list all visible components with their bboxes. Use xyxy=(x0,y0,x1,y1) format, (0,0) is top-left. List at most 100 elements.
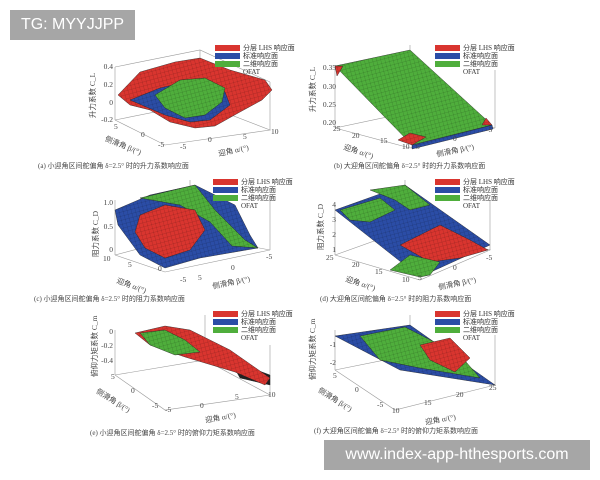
legend-entry: 二维响应面 xyxy=(213,326,293,334)
legend-entry: OFAT xyxy=(213,334,293,342)
legend-label: 二维响应面 xyxy=(241,326,276,334)
z-tick-label: 0 xyxy=(109,98,113,107)
beta-tick-label: -5 xyxy=(486,125,493,134)
legend-label: 分层 LHS 响应面 xyxy=(463,178,515,186)
alpha-tick-label: 10 xyxy=(402,275,410,284)
legend-label: 二维响应面 xyxy=(463,60,498,68)
alpha-tick-label: 10 xyxy=(402,142,410,151)
z-tick-label: 0.5 xyxy=(103,222,113,231)
z-tick-label: 1 xyxy=(332,245,336,254)
z-tick-label: 0.30 xyxy=(322,82,336,91)
alpha-tick-label: 15 xyxy=(375,267,383,276)
z-tick-label: 0.25 xyxy=(322,100,336,109)
alpha-tick-label: 0 xyxy=(158,264,162,273)
legend-label: 标准响应面 xyxy=(463,186,498,194)
legend-label: 二维响应面 xyxy=(241,194,276,202)
beta-tick-label: 0 xyxy=(231,263,235,272)
legend-swatch xyxy=(215,69,240,75)
alpha-tick-label: 25 xyxy=(326,253,334,262)
legend-label: 标准响应面 xyxy=(241,186,276,194)
surface-two-dim-region xyxy=(340,198,395,222)
legend-swatch xyxy=(435,195,460,201)
legend-label: 分层 LHS 响应面 xyxy=(241,178,293,186)
beta-tick-label: 5 xyxy=(111,372,115,381)
legend-swatch xyxy=(435,61,460,67)
z-axis-label: 阻力系数 C_D xyxy=(316,203,325,250)
legend: 分层 LHS 响应面 标准响应面 二维响应面 OFAT xyxy=(215,44,295,76)
beta-tick-label: -5 xyxy=(266,252,273,261)
legend-label: 分层 LHS 响应面 xyxy=(243,44,295,52)
legend: 分层 LHS 响应面 标准响应面 二维响应面 OFAT xyxy=(213,178,293,210)
alpha-tick-label: 10 xyxy=(392,406,400,415)
legend-label: 标准响应面 xyxy=(241,318,276,326)
z-tick-label: 0.4 xyxy=(103,62,113,71)
legend-swatch xyxy=(213,327,238,333)
surface-two-dim-region xyxy=(335,50,492,145)
legend-entry: 分层 LHS 响应面 xyxy=(435,178,515,186)
alpha-tick-label: 15 xyxy=(424,398,432,407)
legend-entry: 二维响应面 xyxy=(215,60,295,68)
watermark-top: TG: MYYJJPP xyxy=(10,10,135,40)
beta-tick-label: -5 xyxy=(152,401,159,410)
z-tick-label: -2 xyxy=(329,358,336,367)
surface-two-dim-region xyxy=(390,255,440,277)
legend-entry: 分层 LHS 响应面 xyxy=(213,178,293,186)
alpha-tick-label: -5 xyxy=(165,405,172,414)
watermark-bottom-text: www.index-app-hthesports.com xyxy=(345,446,569,463)
legend-swatch xyxy=(213,335,238,341)
beta-tick-label: 0 xyxy=(131,386,135,395)
z-axis-label: 升力系数 C_L xyxy=(308,66,317,112)
alpha-tick-label: 0 xyxy=(200,401,204,410)
legend-label: OFAT xyxy=(463,68,480,76)
legend-entry: 标准响应面 xyxy=(213,186,293,194)
legend-swatch xyxy=(215,53,240,59)
z-tick-label: 0.2 xyxy=(103,80,113,89)
panel-caption: (c) 小迎角区间舵偏角 δ=2.5° 时的阻力系数响应面 xyxy=(34,295,185,303)
legend-entry: 二维响应面 xyxy=(435,326,515,334)
legend: 分层 LHS 响应面 标准响应面 二维响应面 OFAT xyxy=(213,310,293,342)
legend-entry: OFAT xyxy=(213,202,293,210)
surface-two-dim-region xyxy=(155,78,225,118)
beta-tick-label: 0 xyxy=(453,134,457,143)
legend-swatch xyxy=(213,311,238,317)
legend-entry: 二维响应面 xyxy=(435,194,515,202)
panel-caption: (e) 小迎角区间舵偏角 δ=2.5° 时的俯仰力矩系数响应面 xyxy=(90,429,255,437)
surface-standard-region xyxy=(412,125,493,149)
legend: 分层 LHS 响应面 标准响应面 二维响应面 OFAT xyxy=(435,310,515,342)
legend-swatch xyxy=(435,311,460,317)
beta-tick-label: 0 xyxy=(141,130,145,139)
z-tick-label: 0.35 xyxy=(322,63,336,72)
legend-entry: 分层 LHS 响应面 xyxy=(435,310,515,318)
beta-tick-label: 5 xyxy=(333,371,337,380)
alpha-tick-label: 5 xyxy=(243,132,247,141)
legend-entry: 二维响应面 xyxy=(435,60,515,68)
z-tick-label: -0.2 xyxy=(101,115,113,124)
z-tick-label: -0.4 xyxy=(101,356,113,365)
surface-lhs-region xyxy=(398,133,426,145)
axis-box-line xyxy=(114,49,271,83)
alpha-tick-label: 15 xyxy=(380,136,388,145)
panel-caption: (d) 大迎角区间舵偏角 δ=2.5° 时的阻力系数响应面 xyxy=(320,295,472,303)
legend-label: OFAT xyxy=(241,334,258,342)
surface-lhs-region xyxy=(482,118,492,125)
beta-tick-label: -5 xyxy=(486,253,493,262)
z-axis-label: 俯仰力矩系数 C_m xyxy=(308,318,317,380)
legend-label: 标准响应面 xyxy=(463,52,498,60)
z-axis-label: 俯仰力矩系数 C_m xyxy=(90,315,99,377)
z-tick-label: 0 xyxy=(109,327,113,336)
alpha-tick-label: 25 xyxy=(333,124,341,133)
watermark-bottom: www.index-app-hthesports.com xyxy=(324,440,590,470)
legend-label: 分层 LHS 响应面 xyxy=(463,44,515,52)
legend-label: 二维响应面 xyxy=(243,60,278,68)
z-tick-label: 3 xyxy=(332,215,336,224)
legend-swatch xyxy=(435,319,460,325)
legend-entry: 分层 LHS 响应面 xyxy=(435,44,515,52)
beta-tick-label: -5 xyxy=(377,400,384,409)
surface-two-dim-region xyxy=(140,330,200,355)
legend-entry: OFAT xyxy=(435,68,515,76)
legend: 分层 LHS 响应面 标准响应面 二维响应面 OFAT xyxy=(435,178,515,210)
z-axis-label: 阻力系数 C_D xyxy=(91,210,100,257)
legend-swatch xyxy=(435,53,460,59)
surface-lhs-region xyxy=(335,66,343,76)
legend-swatch xyxy=(213,319,238,325)
